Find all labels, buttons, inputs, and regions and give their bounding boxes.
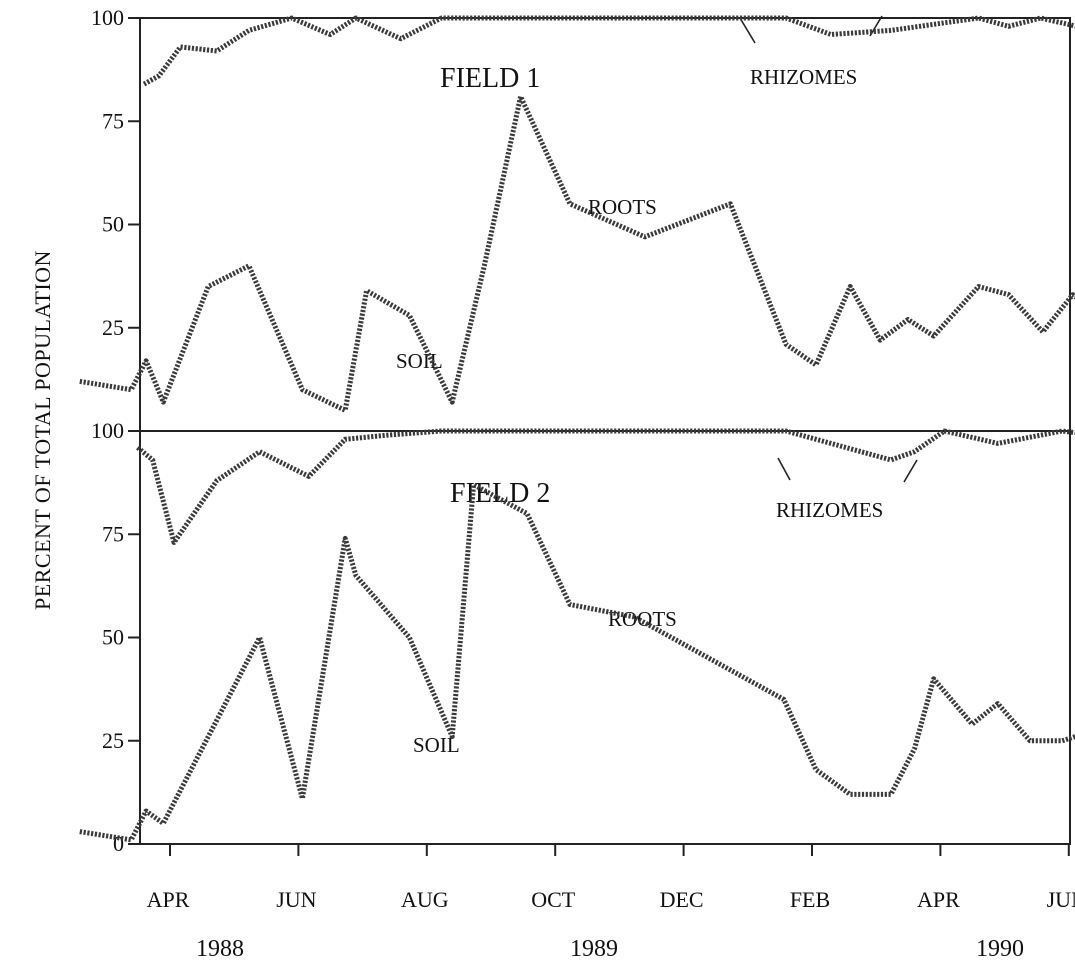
y-tick-label: 0 [113,831,124,856]
y-tick-label: 100 [91,5,124,30]
y-tick-label: 50 [102,625,124,650]
y-tick-label: 50 [102,212,124,237]
y-ticks-field-1: 25 50 75 100 [91,5,140,340]
rhizome-marker [903,459,918,483]
y-tick-label: 75 [102,108,124,133]
field-title: FIELD 2 [450,478,550,509]
series-lines-field-1 [79,15,1075,413]
year-label: 1989 [570,936,618,962]
field-title: FIELD 1 [440,63,540,94]
x-tick-label: OCT [531,887,576,912]
panel-frame-field-1 [139,17,1071,432]
roots-label: ROOTS [588,195,657,219]
y-ticks-field-2: 0 25 50 75 100 [91,418,140,856]
y-tick-label: 100 [91,418,124,443]
panel-frame-field-2 [139,430,1071,845]
x-tick-label: DEC [660,887,704,912]
x-tick-label: JUN [1047,887,1075,912]
x-tick-label: AUG [401,887,449,912]
series-line [136,428,1075,545]
x-tick-label: APR [917,887,960,912]
year-label: 1990 [976,936,1024,962]
year-label: 1988 [196,936,244,962]
x-axis: APRJUNAUGOCTDECFEBAPRJUNAUGOCTDECFEB1988… [147,844,1075,962]
y-tick-label: 25 [102,315,124,340]
x-tick-label: APR [147,887,190,912]
series-lines-field-2 [79,428,1075,843]
x-tick-label: FEB [790,887,830,912]
rhizome-marker [777,457,791,481]
rhizome-marker [739,17,756,44]
rhizomes-label: RHIZOMES [776,498,883,522]
y-tick-label: 25 [102,728,124,753]
y-axis-label: PERCENT OF TOTAL POPULATION [30,250,55,610]
y-tick-label: 75 [102,521,124,546]
series-line [142,15,1075,87]
roots-label: ROOTS [608,607,677,631]
rhizomes-label: RHIZOMES [750,65,857,89]
series-line [79,94,1075,413]
series-line [79,482,1075,843]
x-tick-label: JUN [276,887,316,912]
y-axis-title: PERCENT OF TOTAL POPULATION [30,250,55,610]
